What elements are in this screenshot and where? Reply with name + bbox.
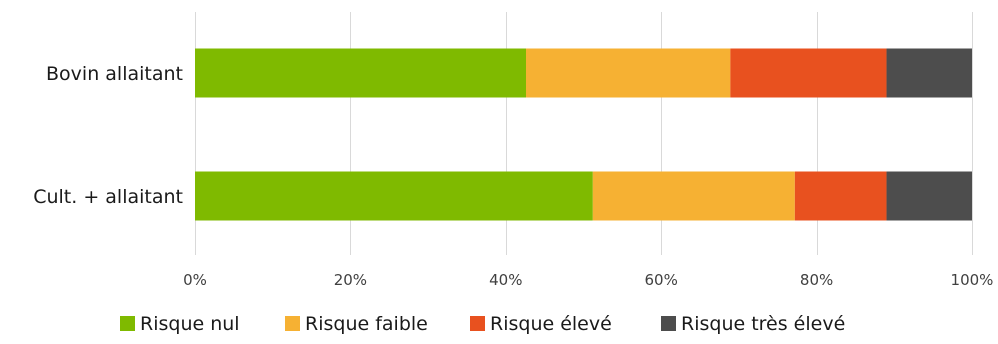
legend-swatch xyxy=(661,316,676,331)
legend-swatch xyxy=(285,316,300,331)
category-label: Cult. + allaitant xyxy=(33,186,183,208)
bar-segment-1-1 xyxy=(195,48,527,98)
bars xyxy=(195,48,972,221)
bar-segment-2-4 xyxy=(886,171,972,221)
legend-label: Risque faible xyxy=(305,313,428,335)
x-tick-label: 60% xyxy=(645,271,678,289)
bar-segment-1-3 xyxy=(730,48,887,98)
bar-segment-2-3 xyxy=(794,171,887,221)
category-labels: Bovin allaitant Cult. + allaitant xyxy=(33,63,183,208)
category-label: Bovin allaitant xyxy=(46,63,183,85)
bar-segment-2-1 xyxy=(195,171,593,221)
x-tick-label: 0% xyxy=(183,271,207,289)
x-tick-labels: 0% 20% 40% 60% 80% 100% xyxy=(183,271,993,289)
x-tick-label: 40% xyxy=(489,271,522,289)
bar-segment-1-2 xyxy=(526,48,731,98)
legend: Risque nul Risque faible Risque élevé Risqu… xyxy=(120,313,845,335)
legend-label: Risque élevé xyxy=(490,313,612,335)
x-tick-label: 100% xyxy=(951,271,994,289)
bar-segment-2-2 xyxy=(592,171,795,221)
legend-label: Risque très élevé xyxy=(681,313,845,335)
bar-segment-1-4 xyxy=(886,48,972,98)
x-tick-label: 80% xyxy=(800,271,833,289)
legend-swatch xyxy=(470,316,485,331)
x-tick-label: 20% xyxy=(334,271,367,289)
legend-swatch xyxy=(120,316,135,331)
legend-label: Risque nul xyxy=(140,313,240,335)
